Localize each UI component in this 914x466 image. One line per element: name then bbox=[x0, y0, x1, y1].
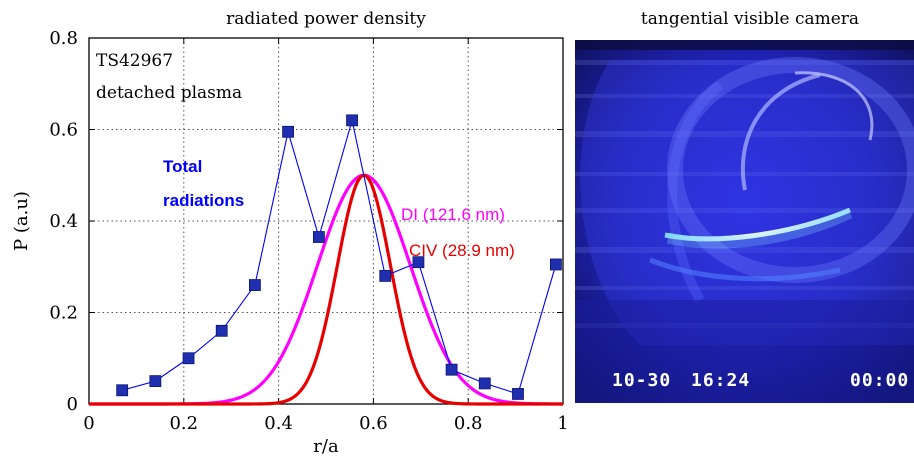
series-total-markers bbox=[116, 114, 562, 400]
camera-overlay-counter: 00:00 bbox=[850, 370, 909, 391]
annotation-total-line2: radiations bbox=[163, 191, 244, 210]
x-axis-label: r/a bbox=[313, 436, 339, 457]
total-marker-2 bbox=[182, 352, 195, 365]
total-marker-6 bbox=[312, 231, 325, 243]
total-marker-12 bbox=[512, 388, 524, 400]
total-marker-3 bbox=[215, 324, 228, 337]
total-marker-10 bbox=[445, 363, 458, 376]
total-marker-11 bbox=[478, 377, 491, 390]
plot-title: radiated power density bbox=[226, 9, 426, 29]
total-marker-8 bbox=[379, 269, 392, 282]
camera-image bbox=[575, 40, 914, 403]
x-tick-labels: 0 0.2 0.4 0.6 0.8 1 bbox=[83, 413, 568, 434]
x-tick-label-5: 1 bbox=[557, 413, 568, 434]
annotation-di: DI (121.6 nm) bbox=[401, 205, 505, 224]
series-civ-line bbox=[89, 173, 563, 406]
camera-overlay-date: 10-30 bbox=[612, 370, 671, 391]
annotation-regime: detached plasma bbox=[96, 83, 242, 103]
y-tick-labels: 0 0.2 0.4 0.6 0.8 bbox=[49, 28, 78, 415]
total-marker-5 bbox=[282, 125, 294, 138]
y-tick-label-1: 0.2 bbox=[49, 303, 78, 324]
annotation-shot: TS42967 bbox=[96, 51, 173, 71]
total-marker-0 bbox=[116, 384, 129, 397]
total-marker-7 bbox=[346, 114, 358, 127]
x-tick-label-0: 0 bbox=[83, 413, 94, 434]
y-tick-label-3: 0.6 bbox=[49, 120, 78, 141]
total-marker-13 bbox=[549, 258, 562, 271]
x-tick-label-3: 0.6 bbox=[359, 413, 388, 434]
x-tick-label-4: 0.8 bbox=[454, 413, 483, 434]
y-tick-label-2: 0.4 bbox=[49, 211, 78, 232]
y-tick-label-0: 0 bbox=[67, 394, 78, 415]
annotation-civ: CIV (28.9 nm) bbox=[409, 241, 515, 260]
annotation-total-line1: Total bbox=[163, 157, 202, 176]
x-tick-label-2: 0.4 bbox=[264, 413, 293, 434]
total-marker-1 bbox=[149, 375, 162, 388]
camera-overlay-time: 16:24 bbox=[691, 370, 750, 391]
camera-title: tangential visible camera bbox=[641, 9, 859, 29]
x-tick-label-1: 0.2 bbox=[169, 413, 198, 434]
y-tick-label-4: 0.8 bbox=[49, 28, 78, 49]
y-axis-label: P (a.u) bbox=[11, 191, 32, 251]
total-marker-4 bbox=[248, 279, 261, 291]
total-marker-9 bbox=[412, 256, 425, 269]
